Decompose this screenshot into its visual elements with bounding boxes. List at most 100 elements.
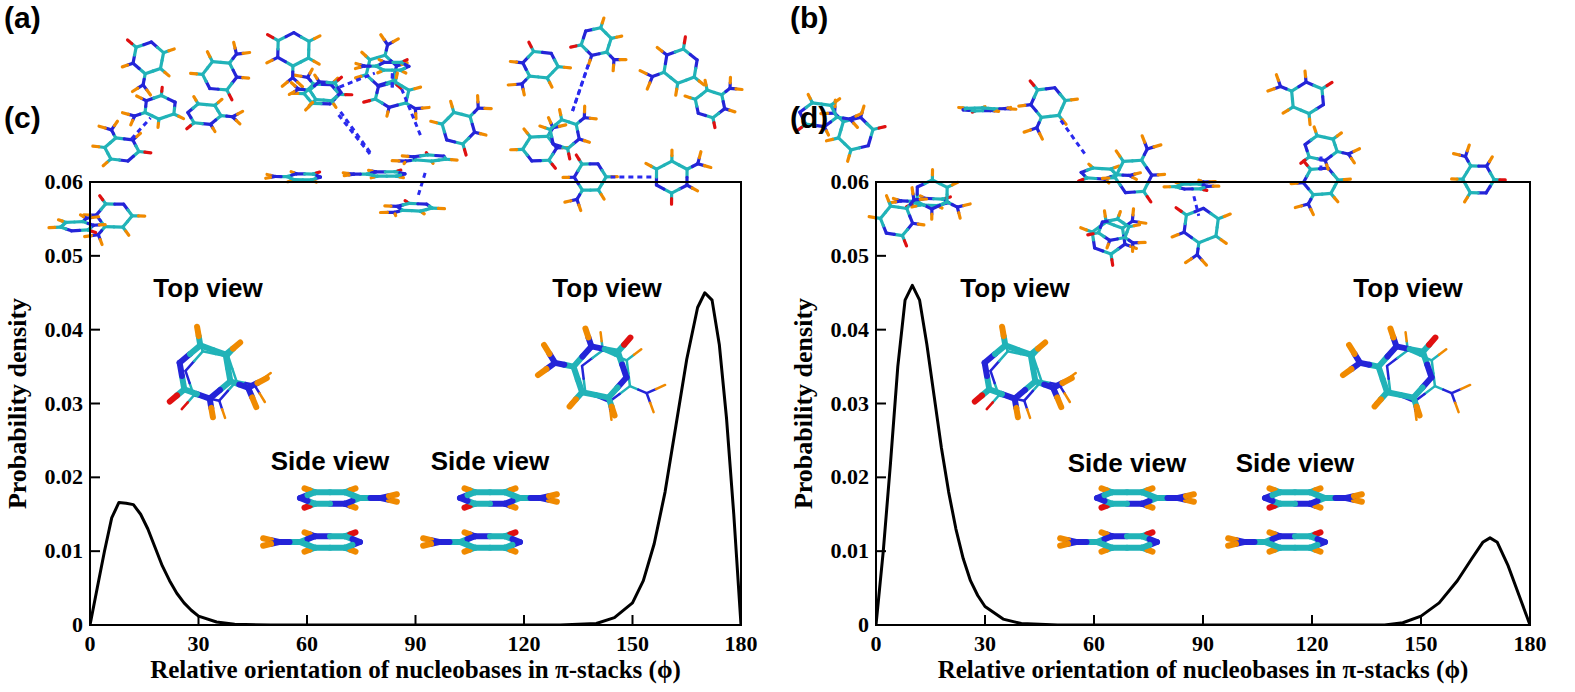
molecule-bond	[683, 37, 687, 43]
molecule-bond	[634, 349, 641, 354]
annotation: Side view	[1236, 448, 1355, 478]
molecule-bond	[964, 204, 970, 206]
molecule-bond	[569, 154, 570, 159]
molecule-bond	[338, 77, 341, 80]
molecule-bond	[1102, 532, 1107, 534]
hydrogen-bond	[1061, 120, 1086, 155]
molecule-bond	[1315, 532, 1320, 534]
molecule-bond	[1452, 393, 1455, 402]
molecule-bond	[213, 128, 215, 132]
molecule-bond	[918, 222, 924, 226]
molecule-bond	[1060, 538, 1068, 540]
molecule-bond	[353, 495, 361, 498]
molecule-bond	[1158, 173, 1164, 177]
molecule-bond	[714, 92, 721, 94]
molecule-bond	[1119, 212, 1120, 216]
molecule-bond	[58, 220, 62, 221]
molecule-bond	[145, 112, 152, 115]
molecule-bond	[1186, 500, 1194, 502]
molecule-bond	[1327, 165, 1328, 169]
molecule-bond	[309, 103, 312, 106]
molecule-bond	[222, 409, 225, 418]
molecule-bond	[465, 506, 470, 508]
molecule-bond	[1213, 185, 1219, 188]
molecule-bond	[1102, 488, 1107, 490]
molecule-bond	[524, 129, 527, 133]
molecule-bond	[257, 378, 266, 383]
molecule-bond	[1186, 494, 1194, 496]
molecule-bond	[590, 117, 596, 121]
molecule-bond	[508, 83, 515, 87]
y-tick	[876, 403, 886, 405]
panel-label: (a)	[4, 1, 41, 34]
molecule-bond	[271, 175, 275, 176]
molecule-bond	[207, 52, 210, 57]
molecule-bond	[1375, 399, 1381, 406]
molecule-bond	[234, 42, 235, 48]
molecule-bond	[367, 174, 372, 175]
hydrogen-bond	[341, 112, 371, 153]
molecule-bond	[402, 162, 406, 163]
molecule-bond	[114, 121, 117, 125]
molecule-bond	[574, 367, 578, 380]
molecule-bond	[1142, 136, 1145, 143]
plot-frame	[876, 182, 1530, 625]
molecule-bond	[93, 144, 99, 148]
molecule-bond	[1125, 232, 1127, 237]
molecule-bond	[423, 538, 431, 540]
molecule-bond	[1202, 260, 1207, 265]
molecule-bond	[826, 139, 832, 140]
molecule-bond	[287, 177, 291, 179]
density-line	[876, 285, 1530, 625]
molecule-bond	[650, 403, 653, 412]
molecule-bond	[930, 214, 933, 219]
molecule-bond	[1147, 197, 1151, 202]
y-tick-label: 0.05	[45, 243, 84, 268]
molecule-bond	[920, 196, 922, 197]
molecule-bond	[387, 112, 388, 116]
molecule-bond	[1270, 506, 1275, 508]
molecule-bond	[1030, 81, 1034, 85]
molecule-bond	[564, 66, 570, 70]
molecule-bond	[893, 199, 897, 200]
molecule-bond	[612, 407, 615, 416]
y-tick-label: 0	[858, 612, 869, 637]
annotation: Top view	[1353, 273, 1463, 303]
hydrogen-bond	[131, 118, 150, 139]
molecule-bond	[1270, 532, 1275, 534]
molecule-bond	[377, 55, 385, 57]
molecule-bond	[1335, 145, 1337, 151]
molecule-bond	[293, 62, 301, 66]
molecule-bond	[460, 542, 468, 545]
x-tick-label: 90	[1192, 631, 1214, 656]
molecule-bond	[523, 89, 524, 94]
molecule-bond	[1024, 401, 1027, 410]
molecule-bond	[100, 240, 102, 245]
molecule-bond	[1024, 130, 1030, 132]
molecule-bond	[396, 73, 397, 77]
molecule-bond	[1071, 97, 1077, 101]
molecule-bond	[565, 201, 571, 202]
molecule-bond	[544, 345, 549, 354]
stack-illustration	[170, 327, 665, 552]
molecule-bond	[1315, 506, 1320, 508]
molecule-bond	[389, 500, 397, 502]
molecule-bond	[300, 542, 308, 545]
molecule-bond	[99, 126, 105, 128]
x-tick-label: 0	[871, 631, 882, 656]
hydrogen-bond	[573, 65, 589, 111]
molecule-bond	[465, 550, 470, 552]
molecule-bond	[294, 75, 301, 76]
molecule-bond	[221, 61, 230, 65]
y-tick	[90, 403, 100, 405]
molecule-bond	[1467, 166, 1471, 173]
molecule-bond	[1172, 235, 1178, 237]
molecule-bond	[1295, 206, 1301, 208]
molecule-bond	[1443, 390, 1451, 394]
molecule-bond	[670, 199, 673, 205]
molecule-bond	[122, 65, 127, 67]
molecule-bond	[1199, 239, 1208, 242]
molecule-bond	[485, 107, 491, 110]
molecule-bond	[1270, 550, 1275, 552]
molecule-bond	[540, 126, 545, 128]
